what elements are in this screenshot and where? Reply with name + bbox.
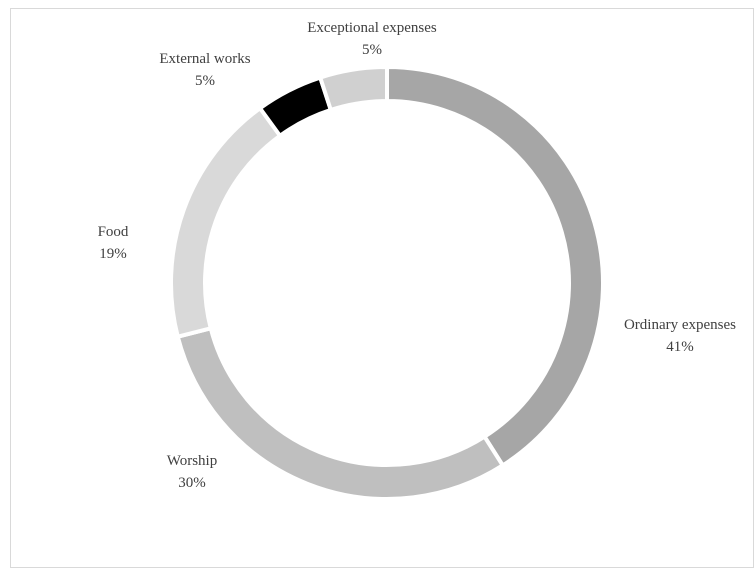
slice-value-worship: 30%: [178, 475, 206, 491]
slice-labels: Ordinary expenses 41% Worship 30% Food 1…: [98, 20, 737, 491]
slice-worship: [175, 325, 506, 501]
label-group-exceptional-expenses: Exceptional expenses 5%: [307, 20, 437, 58]
slice-value-ordinary-expenses: 41%: [666, 339, 694, 355]
slice-label-food: Food: [98, 224, 129, 240]
slice-value-food: 19%: [99, 246, 127, 262]
label-group-food: Food 19%: [98, 224, 129, 262]
slice-label-exceptional-expenses: Exceptional expenses: [307, 20, 437, 36]
slice-label-external-works: External works: [159, 51, 250, 67]
slice-food: [169, 105, 283, 340]
label-group-ordinary-expenses: Ordinary expenses 41%: [624, 317, 736, 355]
slice-ordinary-expenses: [385, 64, 605, 469]
slice-value-exceptional-expenses: 5%: [362, 42, 382, 58]
label-group-worship: Worship 30%: [167, 453, 217, 491]
slice-value-external-works: 5%: [195, 73, 215, 89]
slice-label-worship: Worship: [167, 453, 217, 469]
label-group-external-works: External works 5%: [159, 51, 250, 89]
donut-slices: [169, 64, 605, 501]
donut-chart: Ordinary expenses 41% Worship 30% Food 1…: [98, 20, 737, 501]
slice-exceptional-expenses: [317, 64, 389, 113]
slice-label-ordinary-expenses: Ordinary expenses: [624, 317, 736, 333]
